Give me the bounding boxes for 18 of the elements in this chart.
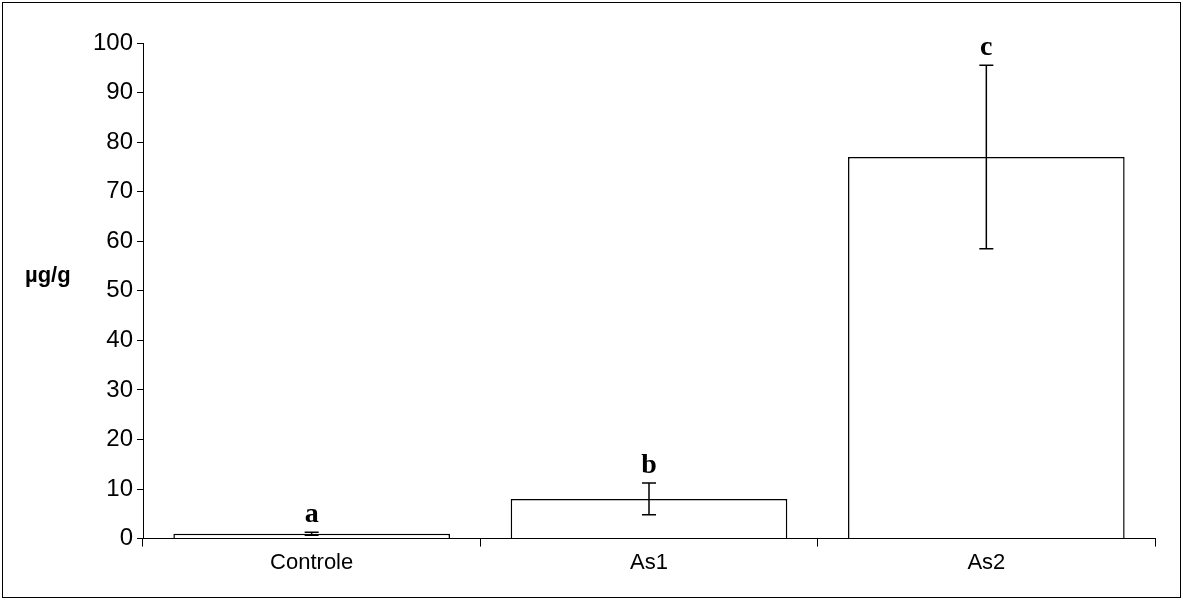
y-tick-label: 90 xyxy=(106,77,133,105)
y-tick-label: 30 xyxy=(106,374,133,402)
y-tick-label: 70 xyxy=(106,176,133,204)
y-tick-label: 40 xyxy=(106,324,133,352)
y-tick-label: 80 xyxy=(106,126,133,154)
y-axis-title: µg/g xyxy=(25,261,71,287)
annotation: b xyxy=(641,448,657,480)
y-tick-label: 50 xyxy=(106,275,133,303)
annotation: a xyxy=(304,497,319,529)
x-tick-label: Controle xyxy=(270,548,354,574)
x-tick-label: As2 xyxy=(967,548,1006,574)
y-tick-label: 100 xyxy=(92,27,133,55)
y-tick-label: 60 xyxy=(106,225,133,253)
y-tick-label: 10 xyxy=(106,473,133,501)
y-tick-label: 20 xyxy=(106,424,133,452)
annotation: c xyxy=(980,30,993,62)
y-tick-label: 0 xyxy=(119,523,133,551)
x-tick-label: As1 xyxy=(630,548,668,574)
